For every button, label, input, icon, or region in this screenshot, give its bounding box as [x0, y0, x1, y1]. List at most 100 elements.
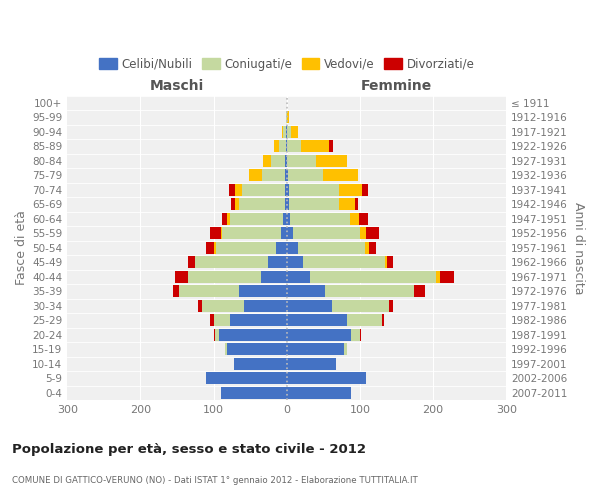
Text: Popolazione per età, sesso e stato civile - 2012: Popolazione per età, sesso e stato civil… — [12, 442, 366, 456]
Bar — [316, 155, 347, 167]
Bar — [355, 198, 358, 210]
Y-axis label: Fasce di età: Fasce di età — [15, 210, 28, 286]
Bar — [175, 271, 188, 283]
Bar — [289, 184, 338, 196]
Bar — [196, 256, 268, 268]
Bar — [284, 198, 287, 210]
Bar — [206, 242, 214, 254]
Bar — [276, 242, 287, 254]
Bar — [289, 198, 338, 210]
Bar — [214, 242, 216, 254]
Bar — [188, 271, 261, 283]
Bar — [287, 170, 288, 181]
Bar — [283, 126, 286, 138]
Bar — [261, 271, 287, 283]
Bar — [221, 387, 287, 399]
Bar — [338, 184, 362, 196]
Bar — [287, 300, 332, 312]
Bar — [249, 170, 262, 181]
Bar — [239, 286, 287, 298]
Bar — [214, 314, 230, 326]
Bar — [263, 155, 271, 167]
Bar — [293, 228, 360, 239]
Bar — [287, 344, 344, 355]
Bar — [239, 198, 284, 210]
Bar — [288, 170, 323, 181]
Bar — [229, 184, 235, 196]
Bar — [188, 256, 196, 268]
Bar — [287, 198, 289, 210]
Bar — [287, 358, 337, 370]
Bar — [298, 242, 365, 254]
Bar — [287, 140, 301, 152]
Bar — [262, 170, 285, 181]
Bar — [230, 314, 287, 326]
Bar — [325, 286, 414, 298]
Bar — [287, 242, 298, 254]
Bar — [360, 228, 366, 239]
Bar — [244, 300, 287, 312]
Bar — [221, 213, 227, 225]
Bar — [210, 314, 214, 326]
Bar — [287, 271, 310, 283]
Bar — [231, 198, 235, 210]
Bar — [287, 184, 289, 196]
Bar — [234, 358, 287, 370]
Bar — [362, 184, 368, 196]
Bar — [286, 112, 287, 124]
Bar — [206, 372, 287, 384]
Bar — [271, 155, 285, 167]
Bar — [287, 112, 289, 124]
Bar — [285, 155, 287, 167]
Bar — [220, 329, 287, 341]
Bar — [227, 213, 230, 225]
Bar — [221, 228, 223, 239]
Bar — [283, 213, 287, 225]
Bar — [198, 300, 202, 312]
Bar — [291, 126, 298, 138]
Bar — [286, 126, 287, 138]
Bar — [303, 256, 385, 268]
Bar — [286, 140, 287, 152]
Text: Femmine: Femmine — [361, 79, 432, 93]
Bar — [290, 213, 350, 225]
Bar — [329, 140, 333, 152]
Bar — [202, 300, 244, 312]
Bar — [332, 300, 389, 312]
Bar — [268, 256, 287, 268]
Bar — [235, 184, 242, 196]
Bar — [287, 372, 366, 384]
Bar — [365, 242, 368, 254]
Bar — [279, 140, 286, 152]
Bar — [284, 184, 287, 196]
Bar — [223, 228, 281, 239]
Bar — [274, 140, 279, 152]
Bar — [350, 213, 359, 225]
Bar — [242, 184, 284, 196]
Bar — [387, 256, 393, 268]
Bar — [287, 126, 291, 138]
Bar — [179, 286, 239, 298]
Bar — [214, 329, 215, 341]
Bar — [287, 314, 347, 326]
Bar — [385, 256, 387, 268]
Bar — [210, 228, 221, 239]
Bar — [351, 329, 360, 341]
Bar — [368, 242, 376, 254]
Bar — [440, 271, 454, 283]
Bar — [287, 286, 325, 298]
Text: Maschi: Maschi — [150, 79, 204, 93]
Text: COMUNE DI GATTICO-VERUNO (NO) - Dati ISTAT 1° gennaio 2012 - Elaborazione TUTTIT: COMUNE DI GATTICO-VERUNO (NO) - Dati IST… — [12, 476, 418, 485]
Y-axis label: Anni di nascita: Anni di nascita — [572, 202, 585, 294]
Bar — [235, 198, 239, 210]
Bar — [287, 387, 351, 399]
Bar — [414, 286, 425, 298]
Bar — [287, 256, 303, 268]
Bar — [173, 286, 179, 298]
Bar — [344, 344, 347, 355]
Bar — [360, 329, 361, 341]
Bar — [301, 140, 329, 152]
Bar — [287, 213, 290, 225]
Bar — [287, 329, 351, 341]
Bar — [436, 271, 440, 283]
